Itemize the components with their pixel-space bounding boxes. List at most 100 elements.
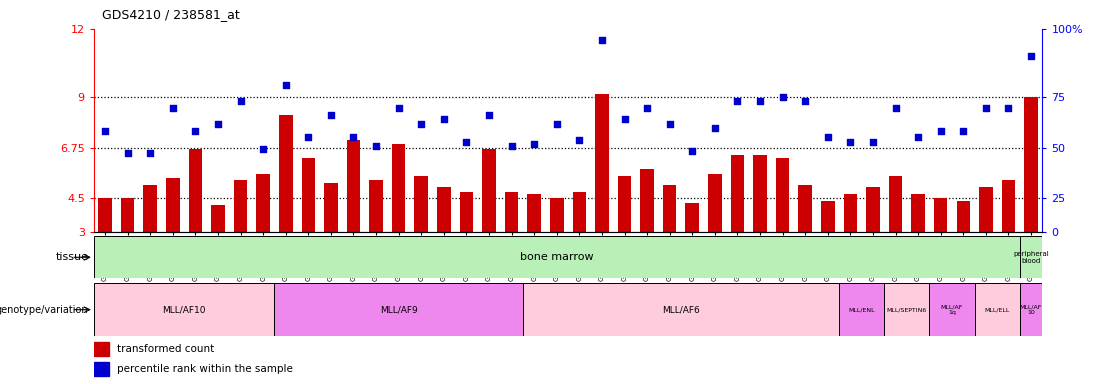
Point bbox=[186, 127, 204, 134]
Text: MLL/AF6: MLL/AF6 bbox=[662, 305, 699, 314]
Point bbox=[729, 98, 747, 104]
Text: MLL/SEPTIN6: MLL/SEPTIN6 bbox=[887, 307, 927, 312]
Point bbox=[367, 143, 385, 149]
Bar bbox=[618, 176, 631, 232]
Text: MLL/AF
1q: MLL/AF 1q bbox=[941, 305, 963, 315]
Bar bbox=[189, 149, 202, 232]
Text: GDS4210 / 238581_at: GDS4210 / 238581_at bbox=[103, 8, 239, 21]
Point bbox=[164, 105, 182, 111]
Point bbox=[796, 98, 814, 104]
Point bbox=[864, 139, 881, 145]
Bar bbox=[685, 203, 699, 232]
Bar bbox=[523, 283, 839, 336]
Bar bbox=[211, 205, 225, 232]
Bar bbox=[979, 187, 993, 232]
Bar bbox=[527, 194, 540, 232]
Bar bbox=[415, 176, 428, 232]
Point bbox=[413, 121, 430, 127]
Bar bbox=[663, 185, 676, 232]
Point bbox=[999, 105, 1017, 111]
Point bbox=[774, 94, 792, 100]
Bar bbox=[889, 176, 902, 232]
Point bbox=[435, 116, 452, 122]
Point bbox=[977, 105, 995, 111]
Bar bbox=[437, 187, 451, 232]
Bar bbox=[885, 283, 930, 336]
Point bbox=[661, 121, 678, 127]
Text: MLL/AF9: MLL/AF9 bbox=[379, 305, 418, 314]
Point bbox=[480, 112, 497, 118]
Point bbox=[96, 127, 114, 134]
Bar bbox=[753, 156, 767, 232]
Point bbox=[615, 116, 633, 122]
Point bbox=[932, 127, 950, 134]
Bar bbox=[799, 185, 812, 232]
Bar bbox=[975, 283, 1020, 336]
Point bbox=[639, 105, 656, 111]
Bar bbox=[730, 156, 745, 232]
Point bbox=[1022, 53, 1040, 59]
Bar bbox=[275, 283, 523, 336]
Point bbox=[141, 150, 159, 156]
Point bbox=[277, 82, 295, 88]
Point bbox=[842, 139, 859, 145]
Text: MLL/AF
10: MLL/AF 10 bbox=[1020, 305, 1042, 315]
Bar bbox=[234, 180, 247, 232]
Point bbox=[751, 98, 769, 104]
Point bbox=[548, 121, 566, 127]
Bar bbox=[866, 187, 880, 232]
Point bbox=[119, 150, 137, 156]
Bar bbox=[98, 199, 111, 232]
Point bbox=[389, 105, 407, 111]
Point bbox=[954, 127, 972, 134]
Text: MLL/AF10: MLL/AF10 bbox=[162, 305, 206, 314]
Bar bbox=[94, 283, 275, 336]
Bar bbox=[708, 174, 721, 232]
Bar bbox=[346, 140, 361, 232]
Text: MLL/ENL: MLL/ENL bbox=[848, 307, 875, 312]
Bar bbox=[1020, 283, 1042, 336]
Point bbox=[255, 146, 272, 152]
Bar bbox=[641, 169, 654, 232]
Bar bbox=[256, 174, 270, 232]
Bar bbox=[121, 199, 135, 232]
Bar bbox=[930, 283, 975, 336]
Bar bbox=[1002, 180, 1015, 232]
Point bbox=[525, 141, 543, 147]
Bar bbox=[370, 180, 383, 232]
Bar bbox=[1025, 97, 1038, 232]
Text: bone marrow: bone marrow bbox=[520, 252, 593, 262]
Bar bbox=[911, 194, 925, 232]
Text: genotype/variation: genotype/variation bbox=[0, 305, 88, 315]
Bar bbox=[1020, 236, 1042, 278]
Bar bbox=[596, 94, 609, 232]
Bar bbox=[934, 199, 947, 232]
Bar bbox=[821, 201, 835, 232]
Point bbox=[210, 121, 227, 127]
Bar bbox=[460, 192, 473, 232]
Bar bbox=[550, 199, 564, 232]
Point bbox=[232, 98, 249, 104]
Point bbox=[570, 137, 588, 143]
Bar bbox=[94, 342, 109, 356]
Point bbox=[322, 112, 340, 118]
Point bbox=[909, 134, 927, 141]
Bar bbox=[167, 178, 180, 232]
Text: MLL/ELL: MLL/ELL bbox=[985, 307, 1010, 312]
Point bbox=[503, 143, 521, 149]
Bar bbox=[324, 182, 338, 232]
Point bbox=[458, 139, 475, 145]
Point bbox=[684, 148, 702, 154]
Point bbox=[344, 134, 362, 141]
Text: transformed count: transformed count bbox=[117, 344, 214, 354]
Point bbox=[300, 134, 318, 141]
Bar bbox=[505, 192, 518, 232]
Point bbox=[706, 125, 724, 131]
Point bbox=[887, 105, 904, 111]
Point bbox=[593, 37, 611, 43]
Bar bbox=[572, 192, 586, 232]
Text: tissue: tissue bbox=[55, 252, 88, 262]
Point bbox=[818, 134, 836, 141]
Bar bbox=[956, 201, 970, 232]
Bar bbox=[279, 115, 292, 232]
